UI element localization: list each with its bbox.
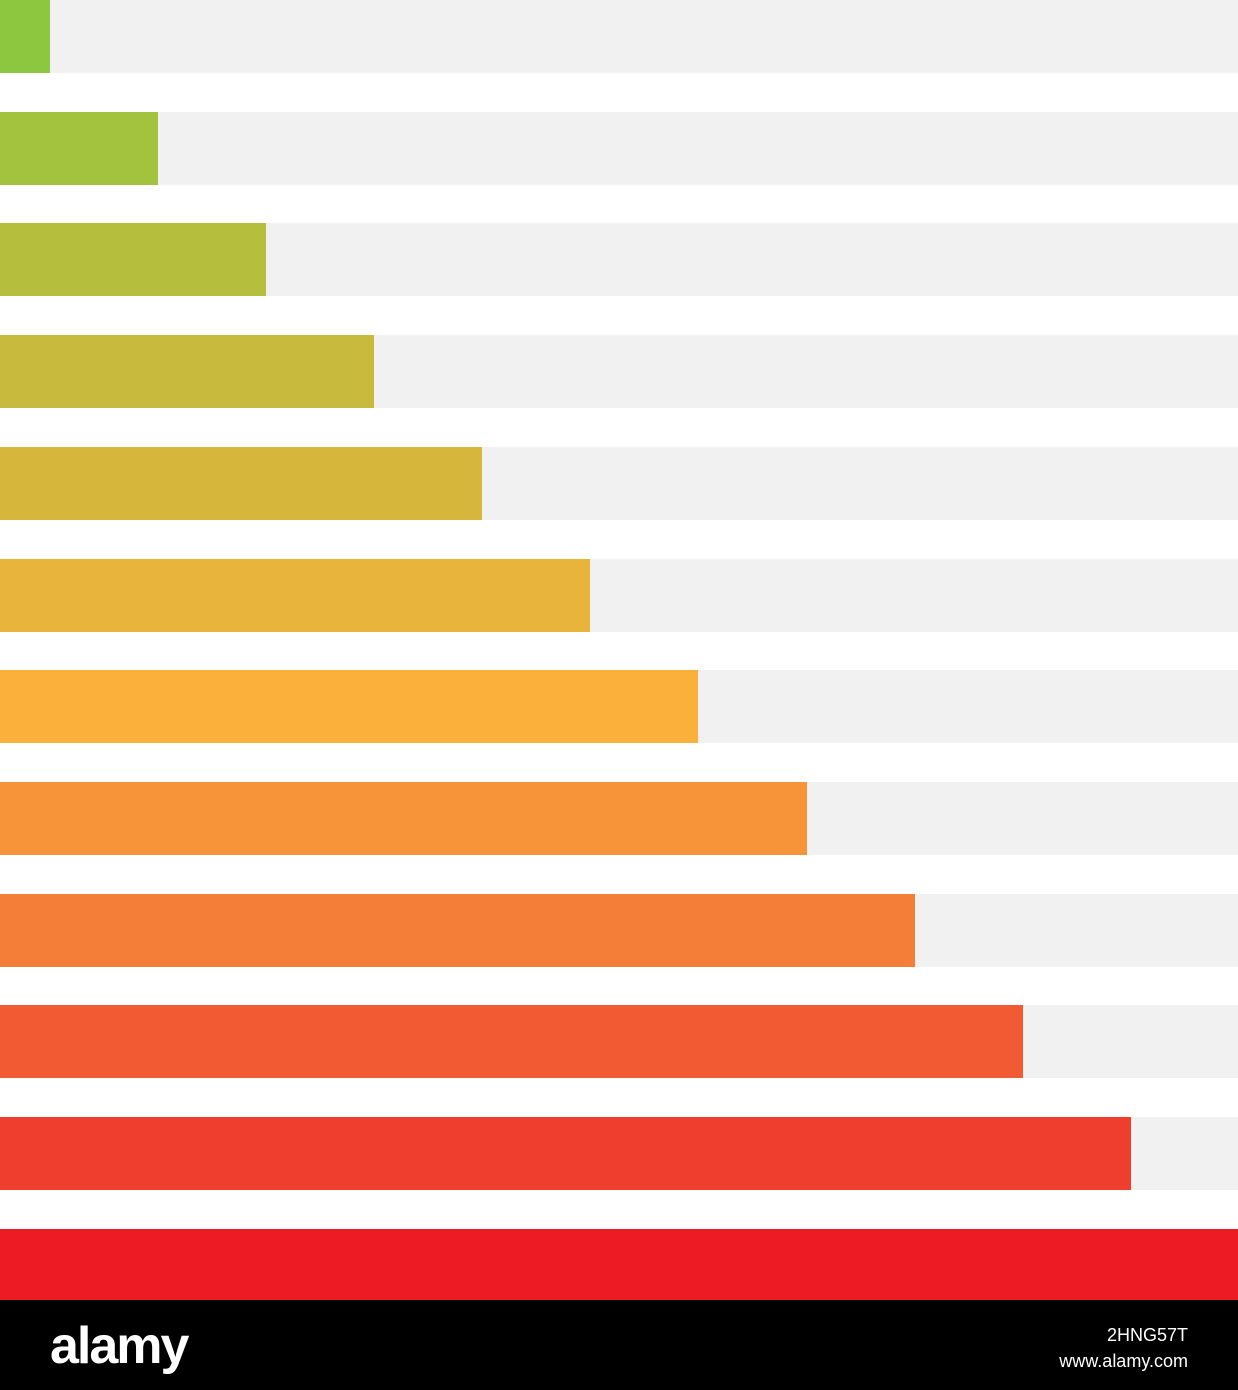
bar-track bbox=[0, 559, 1238, 632]
bar-chart bbox=[0, 0, 1238, 1302]
bar-track bbox=[0, 223, 1238, 296]
bar-track bbox=[0, 782, 1238, 855]
bar bbox=[0, 894, 915, 967]
bar bbox=[0, 112, 158, 185]
bar bbox=[0, 559, 590, 632]
bar bbox=[0, 335, 374, 408]
bar bbox=[0, 447, 482, 520]
bar bbox=[0, 1117, 1131, 1190]
image-id-label: 2HNG57T bbox=[1106, 1325, 1188, 1345]
bar bbox=[0, 1229, 1238, 1302]
bar-track bbox=[0, 670, 1238, 743]
website-url: www.alamy.com bbox=[1059, 1351, 1188, 1371]
bar-track bbox=[0, 894, 1238, 967]
bar bbox=[0, 0, 50, 73]
bar bbox=[0, 223, 266, 296]
watermark-footer: alamy 2HNG57T www.alamy.com bbox=[0, 1300, 1238, 1390]
bar-track bbox=[0, 1117, 1238, 1190]
bar-track bbox=[0, 1229, 1238, 1302]
bar-track bbox=[0, 0, 1238, 73]
bar-track bbox=[0, 335, 1238, 408]
bar bbox=[0, 670, 698, 743]
bar-track bbox=[0, 1005, 1238, 1078]
bar bbox=[0, 1005, 1023, 1078]
bar bbox=[0, 782, 807, 855]
brand-logo: alamy bbox=[50, 1317, 189, 1375]
bar-track bbox=[0, 447, 1238, 520]
bar-track bbox=[0, 112, 1238, 185]
